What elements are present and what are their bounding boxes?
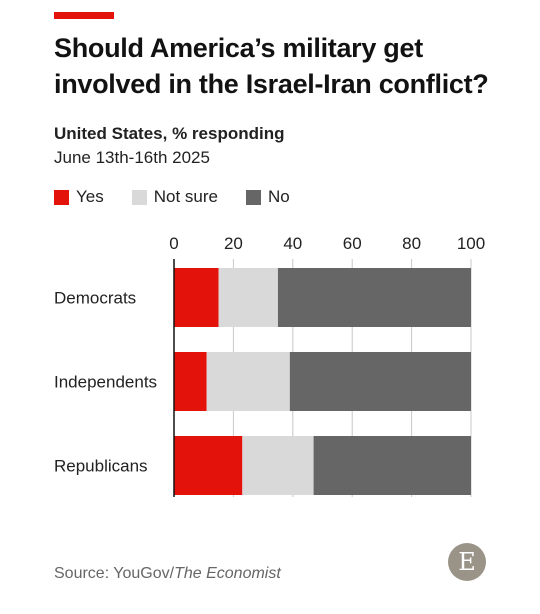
- source-prefix: Source: YouGov/: [54, 565, 175, 582]
- x-tick-label-100: 100: [457, 234, 485, 253]
- bar-republicans-not-sure: [242, 436, 314, 495]
- brand-accent-bar: [54, 12, 114, 19]
- x-tick-label-20: 20: [224, 234, 243, 253]
- bar-democrats-no: [277, 268, 471, 327]
- category-label-democrats: Democrats: [54, 289, 136, 308]
- bar-independents-not-sure: [206, 352, 290, 411]
- x-tick-label-80: 80: [402, 234, 421, 253]
- legend-label-not-sure: Not sure: [153, 187, 218, 206]
- category-label-independents: Independents: [54, 373, 157, 392]
- legend-swatch-no: [245, 189, 261, 205]
- bar-republicans-no: [313, 436, 471, 495]
- source-publication: The Economist: [174, 565, 281, 582]
- chart-date: June 13th-16th 2025: [54, 148, 210, 167]
- economist-logo: E: [448, 543, 486, 581]
- bar-republicans-yes: [174, 436, 243, 495]
- bar-democrats-not-sure: [218, 268, 278, 327]
- legend-item-no: No: [245, 187, 290, 207]
- bar-democrats-yes: [174, 268, 219, 327]
- x-tick-label-40: 40: [283, 234, 302, 253]
- x-tick-label-0: 0: [169, 234, 178, 253]
- legend-item-not-sure: Not sure: [131, 187, 218, 207]
- legend-swatch-not-sure: [131, 189, 147, 205]
- bar-independents-no: [289, 352, 471, 411]
- legend-item-yes: Yes: [54, 187, 104, 207]
- legend: Yes Not sure No: [54, 186, 318, 208]
- x-tick-label-60: 60: [343, 234, 362, 253]
- legend-label-no: No: [267, 187, 290, 206]
- chart-subtitle: United States, % responding: [54, 124, 285, 143]
- category-label-republicans: Republicans: [54, 457, 148, 476]
- legend-label-yes: Yes: [76, 187, 104, 206]
- source-note: Source: YouGov/The Economist: [54, 565, 281, 583]
- bar-independents-yes: [174, 352, 207, 411]
- chart-title: Should America’s military get involved i…: [54, 33, 489, 99]
- legend-swatch-yes: [54, 189, 69, 205]
